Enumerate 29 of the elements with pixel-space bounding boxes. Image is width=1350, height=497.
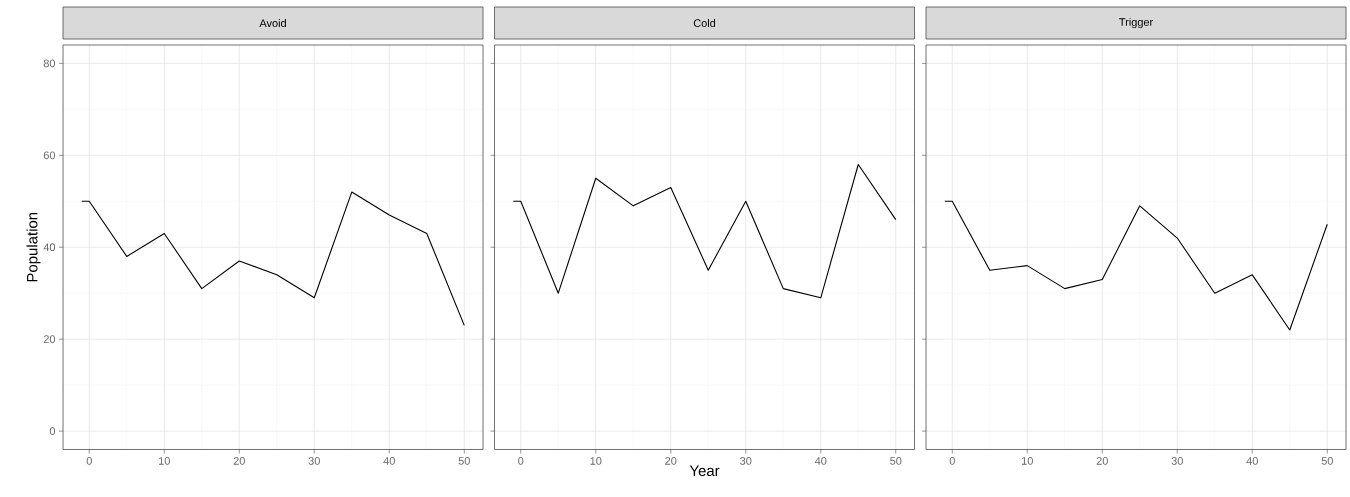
x-tick-label: 10 — [590, 457, 602, 465]
x-tick-label: 0 — [86, 457, 92, 465]
x-tick-label: 10 — [159, 457, 170, 465]
x-axis-title: Year — [689, 465, 720, 477]
x-tick-label: 20 — [665, 457, 677, 465]
chart-title: Trigger — [1119, 17, 1153, 29]
x-tick-label: 50 — [458, 457, 470, 465]
x-tick-label: 30 — [1171, 457, 1183, 465]
x-tick-label: 10 — [1022, 457, 1033, 465]
x-tick-label: 30 — [308, 457, 320, 465]
x-tick-label: 0 — [518, 457, 524, 465]
y-tick-label: 80 — [43, 59, 56, 68]
x-tick-label: 50 — [1321, 457, 1333, 465]
x-tick-label: 20 — [1096, 457, 1108, 465]
x-tick-label: 40 — [383, 457, 395, 465]
y-tick-label: 20 — [43, 335, 56, 344]
y-tick-label: 0 — [49, 427, 56, 435]
x-tick-label: 40 — [814, 457, 827, 465]
x-tick-label: 0 — [949, 457, 955, 465]
y-axis-title: Population — [26, 212, 41, 282]
line-series — [81, 191, 465, 326]
chart-title: Avoid — [259, 18, 286, 28]
y-tick-label: 60 — [43, 151, 56, 160]
chart-title: Cold — [693, 18, 716, 28]
x-tick-label: 50 — [890, 457, 902, 465]
x-tick-label: 30 — [740, 457, 752, 465]
x-tick-label: 40 — [1246, 457, 1258, 465]
x-tick-label: 20 — [233, 457, 245, 465]
y-tick-label: 40 — [43, 243, 56, 252]
